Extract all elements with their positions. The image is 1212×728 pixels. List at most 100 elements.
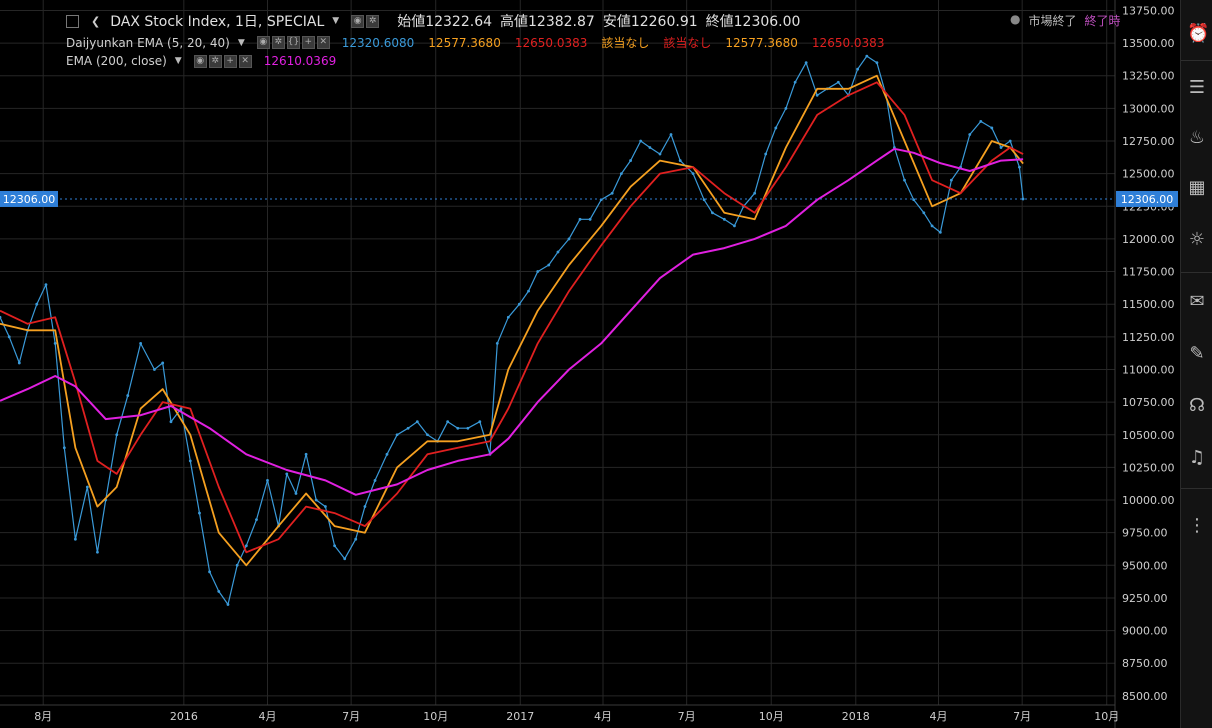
x-tick-label: 10月	[423, 710, 448, 723]
streams-icon[interactable]: ☊	[1189, 395, 1205, 416]
y-tick-label: 11500.00	[1122, 298, 1175, 311]
daijyunkan-title[interactable]: Daijyunkan EMA (5, 20, 40)	[66, 35, 230, 50]
chats-icon[interactable]: ✉	[1189, 291, 1205, 312]
x-tick-label: 10月	[1094, 710, 1119, 723]
close-point	[547, 263, 551, 267]
close-point	[527, 289, 530, 293]
y-tick-label: 12750.00	[1122, 135, 1175, 148]
close-point	[343, 557, 347, 561]
close-point	[314, 498, 318, 502]
ema200-dropdown-icon[interactable]: ▼	[174, 56, 182, 66]
close-point	[153, 368, 156, 371]
close-point	[658, 152, 662, 156]
close-value: 12306.00	[733, 14, 801, 30]
series-line-1	[0, 55, 1024, 606]
close-point	[495, 341, 499, 345]
x-tick-label: 4月	[258, 710, 276, 723]
alarm-clock-icon[interactable]: ⏰	[1187, 23, 1210, 44]
close-point	[198, 511, 201, 515]
remove-icon[interactable]: ✕	[238, 54, 252, 68]
series-line-3	[0, 81, 1024, 554]
close-point	[1021, 197, 1025, 201]
close-point	[73, 537, 77, 541]
add-icon[interactable]: +	[301, 36, 315, 49]
close-point	[426, 433, 429, 437]
close-point	[35, 302, 39, 306]
collapse-chevron-icon[interactable]: ❮	[91, 14, 101, 28]
close-point	[179, 407, 183, 411]
close-point	[333, 544, 336, 548]
close-point	[294, 492, 298, 495]
y-tick-label: 11250.00	[1122, 331, 1175, 344]
close-point	[556, 250, 560, 254]
eye-icon[interactable]: ◉	[193, 54, 207, 68]
settings-icon[interactable]: ✲	[271, 36, 285, 49]
y-tick-label: 11750.00	[1122, 266, 1175, 279]
close-point	[285, 472, 289, 476]
close-point	[354, 537, 358, 541]
daijyunkan-dropdown-icon[interactable]: ▼	[237, 37, 245, 48]
y-tick-label: 12500.00	[1122, 168, 1175, 181]
open-value: 12322.64	[425, 14, 493, 30]
close-point	[567, 237, 571, 241]
symbol-dropdown-icon[interactable]: ▼	[332, 16, 340, 26]
close-point	[733, 224, 736, 228]
ohlc-values: 始値12322.64 高値12382.87 安値12260.91 終値12306…	[397, 11, 800, 31]
close-point	[949, 178, 953, 182]
close-point	[722, 217, 726, 221]
last-price-markers: 12306.00 12306.00	[0, 190, 1178, 207]
close-point	[406, 426, 410, 430]
y-tick-label: 13250.00	[1122, 70, 1175, 83]
calendar-icon[interactable]: ▦	[1188, 177, 1206, 198]
close-point	[161, 361, 165, 365]
more-dots-icon[interactable]: ⋮	[1188, 515, 1206, 536]
close-point	[629, 159, 632, 162]
high-label: 高値	[500, 14, 529, 30]
x-tick-label: 4月	[594, 710, 612, 723]
close-point	[588, 217, 592, 221]
settings-icon[interactable]: ✲	[208, 54, 222, 68]
close-point	[968, 133, 972, 136]
ema200-value: 12610.0369	[263, 54, 337, 68]
add-icon[interactable]: +	[223, 54, 237, 68]
notifications-bell-icon[interactable]: ♫	[1188, 447, 1206, 468]
close-label: 終値	[705, 14, 734, 30]
close-point	[255, 518, 258, 522]
close-point	[208, 570, 211, 574]
close-point	[415, 420, 419, 424]
chart-grid	[0, 0, 1115, 705]
settings-icon[interactable]: ✲	[366, 14, 380, 28]
close-point	[53, 341, 57, 345]
close-point	[875, 61, 879, 65]
ema200-title[interactable]: EMA (200, close)	[66, 54, 167, 68]
x-tick-label: 2017	[506, 710, 534, 723]
watchlist-icon[interactable]: ☰	[1188, 77, 1206, 98]
close-point	[702, 198, 706, 202]
ideas-lightbulb-icon[interactable]: ☼	[1188, 229, 1206, 250]
remove-icon[interactable]: ✕	[316, 36, 330, 49]
x-tick-label: 2018	[842, 710, 870, 723]
close-point	[96, 550, 99, 554]
source-icon[interactable]: {}	[286, 36, 300, 49]
ema200-row: EMA (200, close) ▼ ◉ ✲ + ✕ 12610.0369	[66, 54, 336, 68]
daijyunkan-value-2: 12577.3680	[428, 35, 501, 50]
market-status-label: 市場終了	[1028, 14, 1077, 28]
hotlist-flame-icon[interactable]: ♨	[1188, 127, 1206, 148]
close-point	[922, 211, 926, 215]
close-point	[226, 603, 230, 606]
high-value: 12382.87	[528, 14, 595, 30]
eye-icon[interactable]: ◉	[351, 14, 365, 28]
close-point	[62, 446, 66, 450]
time-axis: 8月 2016 4月 7月 10月 2017 4月 7月 10月 2018 4月 7月 10月	[34, 710, 1119, 723]
daijyunkan-value-4: 該当なし	[601, 36, 650, 50]
last-price-tag-left	[0, 190, 58, 207]
close-point	[578, 217, 582, 221]
eye-icon[interactable]: ◉	[256, 36, 270, 49]
y-tick-label: 8750.00	[1122, 657, 1168, 670]
collapse-legend-icon[interactable]	[66, 14, 79, 28]
messages-icon[interactable]: ✎	[1189, 343, 1205, 364]
status-dot-icon: ●	[1010, 12, 1021, 26]
symbol-title[interactable]: DAX Stock Index, 1日, SPECIAL	[110, 14, 325, 30]
close-point	[639, 139, 643, 143]
